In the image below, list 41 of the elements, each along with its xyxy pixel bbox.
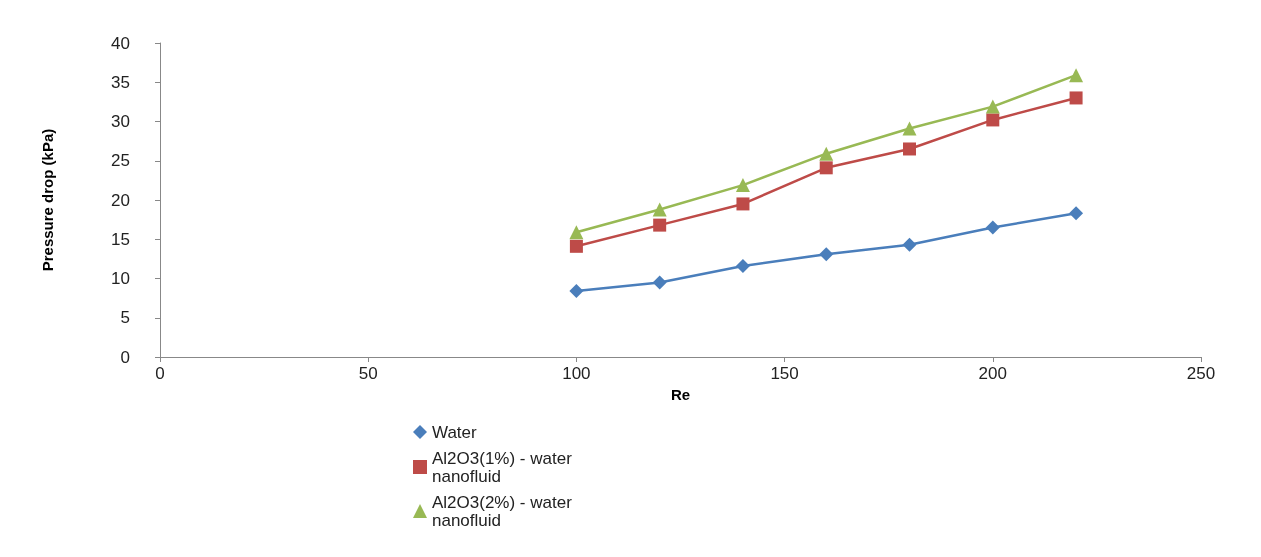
- x-tick-label: 200: [978, 364, 1007, 383]
- point: [1069, 91, 1083, 105]
- point: [652, 202, 667, 217]
- x-tick-label: 250: [1186, 364, 1216, 383]
- point: [736, 197, 750, 211]
- x-axis-title: Re: [670, 385, 691, 403]
- point: [652, 275, 667, 290]
- legend-label: Al2O3(1%) - water nanofluid: [432, 448, 577, 486]
- y-tick-label: 15: [111, 229, 130, 249]
- point: [569, 284, 584, 299]
- legend-label: Al2O3(2%) - water nanofluid: [432, 492, 577, 530]
- point: [986, 113, 1000, 127]
- point: [985, 99, 1000, 114]
- y-tick-label: 10: [111, 269, 130, 288]
- y-tick-label: 0: [120, 347, 130, 367]
- point: [819, 161, 833, 175]
- x-tick-label: 150: [770, 364, 799, 383]
- point: [735, 178, 750, 193]
- x-tick-label: 0: [155, 364, 165, 383]
- y-axis-title: Pressure drop (kPa): [39, 128, 56, 272]
- y-tick-label: 40: [111, 33, 130, 53]
- y-tick-label: 20: [111, 190, 130, 210]
- point: [735, 258, 750, 273]
- point: [902, 237, 917, 252]
- point: [819, 146, 834, 161]
- point: [569, 225, 584, 240]
- point: [902, 121, 917, 136]
- x-tick-label: 50: [358, 364, 378, 383]
- y-tick-label: 30: [111, 112, 130, 131]
- legend-label: Water: [432, 422, 478, 442]
- y-tick-label: 25: [111, 151, 130, 171]
- y-tick-label: 35: [111, 72, 130, 92]
- point: [819, 247, 834, 262]
- x-tick-label: 100: [562, 364, 591, 383]
- y-tick-label: 5: [120, 308, 130, 328]
- point: [903, 142, 917, 156]
- point: [569, 239, 583, 253]
- point: [985, 220, 1000, 235]
- point: [1069, 68, 1084, 83]
- point: [653, 218, 667, 232]
- point: [1069, 206, 1084, 221]
